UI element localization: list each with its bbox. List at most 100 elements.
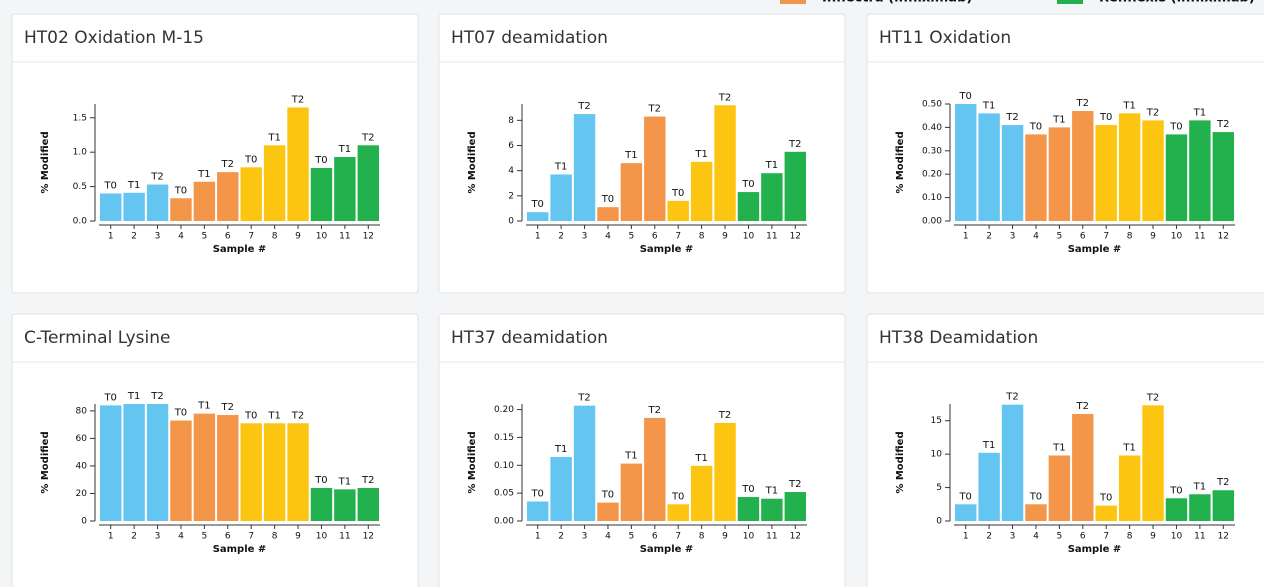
y-axis-label: % Modified (467, 431, 478, 493)
bar-label: T2 (1005, 112, 1018, 123)
x-axis-label: Sample # (640, 244, 694, 255)
bar (644, 116, 666, 221)
bar (1142, 405, 1164, 521)
y-tick-label: 0.30 (922, 146, 942, 156)
bar-label: T2 (648, 104, 661, 115)
bar (1189, 120, 1211, 221)
x-tick-label: 5 (1057, 532, 1063, 542)
x-tick-label: 11 (766, 232, 777, 242)
bar-label: T1 (338, 144, 351, 155)
x-tick-label: 2 (986, 532, 992, 542)
bar-label: T0 (174, 185, 187, 196)
bar-label: T0 (530, 489, 543, 500)
x-tick-label: 3 (155, 232, 161, 242)
bar-label: T2 (718, 410, 731, 421)
bar-label: T0 (103, 392, 116, 403)
bar-label: T1 (267, 132, 280, 143)
y-tick-label: 80 (76, 406, 88, 416)
x-tick-label: 9 (1150, 532, 1156, 542)
x-tick-label: 11 (339, 532, 350, 542)
bar (1095, 505, 1117, 521)
x-tick-label: 12 (790, 232, 801, 242)
bar (1072, 414, 1094, 521)
bar (287, 423, 309, 521)
bar-label: T0 (103, 180, 116, 191)
y-tick-label: 0.5 (73, 182, 87, 192)
bar-label: T0 (314, 475, 327, 486)
y-tick-label: 0.00 (922, 217, 942, 227)
bar-label: T0 (1169, 121, 1182, 132)
bar (100, 193, 122, 221)
bar-label: T0 (530, 199, 543, 210)
chart-title: HT37 deamidation (451, 328, 608, 348)
x-tick-label: 11 (1194, 232, 1205, 242)
bar-label: T1 (1122, 442, 1135, 453)
x-tick-label: 7 (248, 532, 254, 542)
bar (100, 405, 122, 521)
bar-label: T2 (1146, 392, 1159, 403)
y-tick-label: 40 (76, 461, 88, 471)
x-tick-label: 1 (108, 232, 114, 242)
bar (263, 423, 286, 521)
bar (1025, 504, 1047, 521)
bar-label: T1 (127, 180, 140, 191)
bar (1025, 134, 1047, 221)
x-tick-label: 7 (675, 232, 681, 242)
bar (1189, 494, 1211, 521)
bar-label: T2 (718, 92, 731, 103)
bar-label: T1 (694, 453, 707, 464)
bar-label: T1 (1193, 481, 1206, 492)
bar-label: T2 (221, 402, 234, 413)
y-tick-label: 0 (508, 217, 514, 227)
x-tick-label: 3 (155, 532, 161, 542)
y-tick-label: 0 (936, 517, 942, 527)
chart-title: C-Terminal Lysine (24, 328, 170, 348)
x-tick-label: 5 (1057, 232, 1063, 242)
x-tick-label: 11 (339, 232, 350, 242)
bar (1001, 125, 1024, 221)
card (11, 13, 419, 294)
bar-label: T1 (1052, 114, 1065, 125)
bar-label: T1 (982, 100, 995, 111)
y-tick-label: 1.5 (73, 113, 87, 123)
bar (550, 174, 572, 221)
bar-label: T2 (788, 479, 801, 490)
x-tick-label: 11 (1194, 532, 1205, 542)
card (438, 13, 846, 294)
bar (217, 172, 239, 221)
x-tick-label: 4 (1033, 532, 1039, 542)
y-tick-label: 60 (76, 434, 88, 444)
bar-label: T0 (174, 408, 187, 419)
y-tick-label: 0.20 (494, 405, 514, 415)
bar-label: T1 (982, 440, 995, 451)
bar-label: T0 (958, 91, 971, 102)
bar (955, 504, 977, 521)
chart-title: HT38 Deamidation (879, 328, 1038, 348)
bar (597, 207, 619, 221)
x-tick-label: 6 (652, 532, 658, 542)
bar (737, 497, 760, 521)
y-tick-label: 6 (508, 141, 514, 151)
bar (310, 487, 333, 521)
bar-label: T2 (1076, 98, 1089, 109)
bar-label: T2 (1146, 107, 1159, 118)
bar-label: T0 (958, 491, 971, 502)
bar-label: T1 (197, 401, 210, 412)
x-tick-label: 6 (652, 232, 658, 242)
bar (263, 145, 286, 221)
bar-label: T2 (291, 94, 304, 105)
bar-label: T1 (554, 444, 567, 455)
bar (146, 184, 169, 221)
y-tick-label: 0.20 (922, 170, 942, 180)
bar-label: T0 (1169, 485, 1182, 496)
bar-label: T0 (314, 155, 327, 166)
bar (527, 501, 549, 521)
bar (620, 463, 643, 521)
legend-label: Renflexis (infliximab) (1099, 0, 1255, 6)
bar (1212, 490, 1234, 521)
x-tick-label: 10 (1171, 532, 1183, 542)
bar-label: T2 (150, 391, 163, 402)
y-tick-label: 20 (76, 489, 88, 499)
x-tick-label: 1 (108, 532, 114, 542)
y-tick-label: 15 (931, 416, 942, 426)
